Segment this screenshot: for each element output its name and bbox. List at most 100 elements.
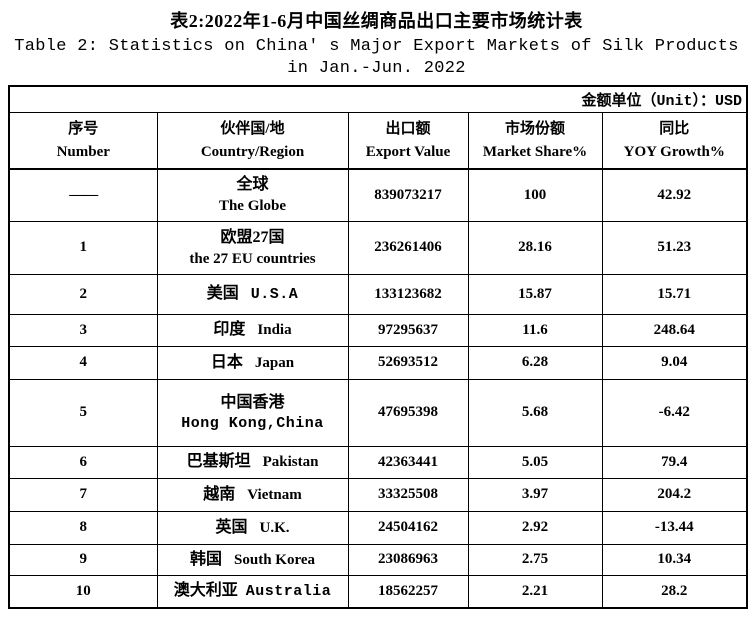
country-cell: 韩国 South Korea <box>156 543 349 576</box>
country-cell: 印度 India <box>156 313 349 347</box>
market-share-cell: 5.05 <box>467 445 603 479</box>
market-share-cell: 2.75 <box>467 543 603 576</box>
country-en: The Globe <box>218 198 287 215</box>
yoy-growth-cell: 15.71 <box>601 273 748 315</box>
table-row-uk: 8 英国 U.K. 24504162 2.92 -13.44 <box>8 510 748 545</box>
table-row-globe: —— 全球 The Globe 839073217 100 42.92 <box>8 168 748 222</box>
table-row-japan: 4 日本 Japan 52693512 6.28 9.04 <box>8 345 748 380</box>
country-cell: 美国 U.S.A <box>156 273 349 315</box>
country-cell: 越南 Vietnam <box>156 477 349 512</box>
row-number-cell: 2 <box>8 273 158 315</box>
header-export-value-en: Export Value <box>365 144 451 161</box>
country-en: Hong Kong,China <box>181 414 324 432</box>
country-zh: 越南 <box>203 485 236 503</box>
country-cell: 英国 U.K. <box>156 510 349 545</box>
market-share-cell: 100 <box>467 168 603 222</box>
country-en: Vietnam <box>247 486 302 503</box>
table-row-pakistan: 6 巴基斯坦 Pakistan 42363441 5.05 79.4 <box>8 445 748 479</box>
export-markets-table: 金额单位（Unit）：USD 序号 Number 伙伴国/地 Country/R… <box>8 85 749 609</box>
header-country-en: Country/Region <box>200 144 305 161</box>
yoy-growth-cell: 9.04 <box>601 345 748 380</box>
country-en: South Korea <box>234 551 315 568</box>
header-export-value-zh: 出口额 <box>385 121 431 138</box>
yoy-growth-cell: 204.2 <box>601 477 748 512</box>
row-number-cell: 4 <box>8 345 158 380</box>
row-number-cell: 3 <box>8 313 158 347</box>
table-row-south-korea: 9 韩国 South Korea 23086963 2.75 10.34 <box>8 543 748 576</box>
export-value-cell: 52693512 <box>347 345 469 380</box>
row-number-cell: —— <box>8 168 158 222</box>
document-page: 表2:2022年1-6月中国丝绸商品出口主要市场统计表 Table 2: Sta… <box>0 7 753 626</box>
row-number-cell: 7 <box>8 477 158 512</box>
table-row-vietnam: 7 越南 Vietnam 33325508 3.97 204.2 <box>8 477 748 512</box>
country-cell: 日本 Japan <box>156 345 349 380</box>
country-zh: 中国香港 <box>220 393 285 411</box>
country-cell: 全球 The Globe <box>156 168 349 222</box>
yoy-growth-cell: 10.34 <box>601 543 748 576</box>
header-number-en: Number <box>56 144 110 161</box>
export-value-cell: 133123682 <box>347 273 469 315</box>
country-en: Pakistan <box>262 454 319 470</box>
yoy-growth-cell: 248.64 <box>601 313 748 347</box>
table-title-chinese: 表2:2022年1-6月中国丝绸商品出口主要市场统计表 <box>170 11 583 31</box>
country-zh: 巴基斯坦 <box>186 453 251 470</box>
row-number-cell: 10 <box>8 574 158 609</box>
table-row-eu: 1 欧盟27国 the 27 EU countries 236261406 28… <box>8 220 748 275</box>
export-value-cell: 47695398 <box>347 378 469 447</box>
table-row-australia: 10 澳大利亚 Australia 18562257 2.21 28.2 <box>8 574 748 609</box>
header-yoy-growth-zh: 同比 <box>659 121 690 138</box>
export-value-cell: 42363441 <box>347 445 469 479</box>
market-share-cell: 28.16 <box>467 220 603 275</box>
country-en: India <box>257 322 292 338</box>
country-zh: 英国 <box>215 518 248 536</box>
unit-note: 金额单位（Unit）：USD <box>8 85 748 113</box>
yoy-growth-cell: 79.4 <box>601 445 748 479</box>
country-en: U.S.A <box>250 286 299 303</box>
country-cell: 中国香港 Hong Kong,China <box>156 378 349 447</box>
market-share-cell: 2.21 <box>467 574 603 609</box>
row-number-cell: 1 <box>8 220 158 275</box>
header-export-value: 出口额 Export Value <box>347 111 469 170</box>
header-country: 伙伴国/地 Country/Region <box>156 111 349 170</box>
market-share-cell: 6.28 <box>467 345 603 380</box>
header-yoy-growth: 同比 YOY Growth% <box>601 111 748 170</box>
header-number-zh: 序号 <box>68 121 99 138</box>
table-row-hong-kong: 5 中国香港 Hong Kong,China 47695398 5.68 -6.… <box>8 378 748 447</box>
table-title-english-line2: in Jan.-Jun. 2022 <box>287 59 466 78</box>
country-cell: 欧盟27国 the 27 EU countries <box>156 220 349 275</box>
table-title-english-line1: Table 2: Statistics on China' s Major Ex… <box>14 37 739 56</box>
country-cell: 巴基斯坦 Pakistan <box>156 445 349 479</box>
export-value-cell: 18562257 <box>347 574 469 609</box>
yoy-growth-cell: 42.92 <box>601 168 748 222</box>
yoy-growth-cell: 51.23 <box>601 220 748 275</box>
market-share-cell: 15.87 <box>467 273 603 315</box>
market-share-cell: 11.6 <box>467 313 603 347</box>
country-zh: 美国 <box>206 285 239 302</box>
yoy-growth-cell: -6.42 <box>601 378 748 447</box>
table-row-usa: 2 美国 U.S.A 133123682 15.87 15.71 <box>8 273 748 315</box>
table-header-row: 序号 Number 伙伴国/地 Country/Region 出口额 Expor… <box>8 111 748 170</box>
header-market-share: 市场份额 Market Share% <box>467 111 603 170</box>
export-value-cell: 33325508 <box>347 477 469 512</box>
country-en: U.K. <box>259 519 290 536</box>
country-zh: 印度 <box>213 321 246 338</box>
country-zh: 日本 <box>210 353 243 371</box>
country-zh: 澳大利亚 <box>173 582 238 600</box>
market-share-cell: 5.68 <box>467 378 603 447</box>
yoy-growth-cell: 28.2 <box>601 574 748 609</box>
market-share-cell: 3.97 <box>467 477 603 512</box>
country-zh: 欧盟27国 <box>220 228 285 246</box>
country-zh: 全球 <box>236 176 269 194</box>
country-en: Japan <box>254 354 295 371</box>
country-en: Australia <box>245 583 332 601</box>
export-value-cell: 839073217 <box>347 168 469 222</box>
header-yoy-growth-en: YOY Growth% <box>623 144 725 161</box>
table-row-india: 3 印度 India 97295637 11.6 248.64 <box>8 313 748 347</box>
row-number-cell: 6 <box>8 445 158 479</box>
header-number: 序号 Number <box>8 111 158 170</box>
country-en: the 27 EU countries <box>189 250 316 267</box>
header-market-share-zh: 市场份额 <box>504 121 565 138</box>
export-value-cell: 24504162 <box>347 510 469 545</box>
row-number-cell: 5 <box>8 378 158 447</box>
market-share-cell: 2.92 <box>467 510 603 545</box>
